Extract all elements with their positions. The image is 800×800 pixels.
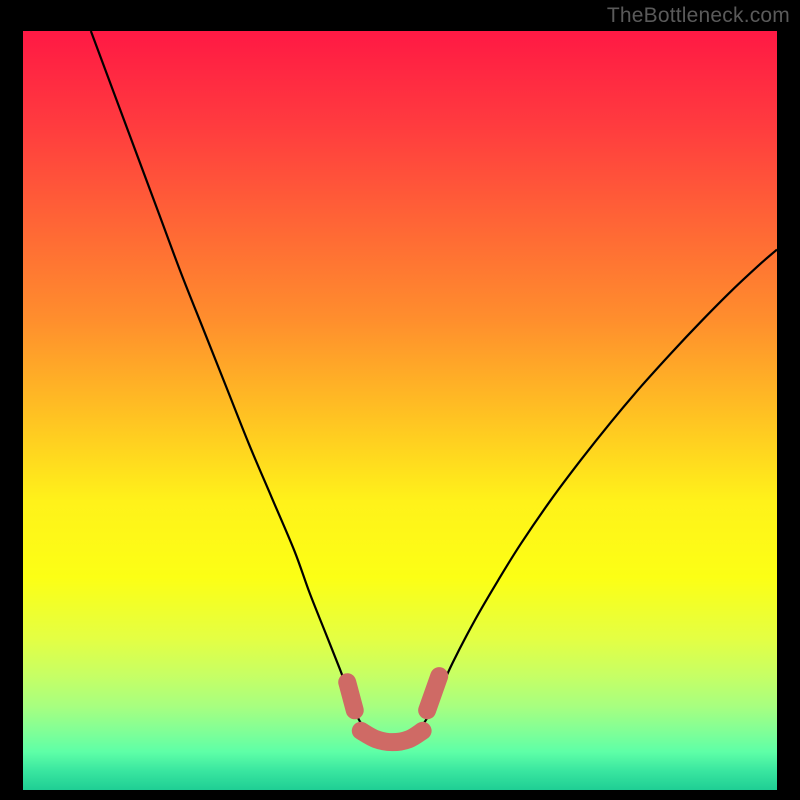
watermark-text: TheBottleneck.com xyxy=(607,4,790,28)
plot-background xyxy=(23,31,777,790)
bottleneck-curve-chart xyxy=(0,0,800,800)
chart-stage: TheBottleneck.com xyxy=(0,0,800,800)
highlight-segment-0 xyxy=(347,682,355,710)
highlight-segment-2 xyxy=(427,676,439,710)
